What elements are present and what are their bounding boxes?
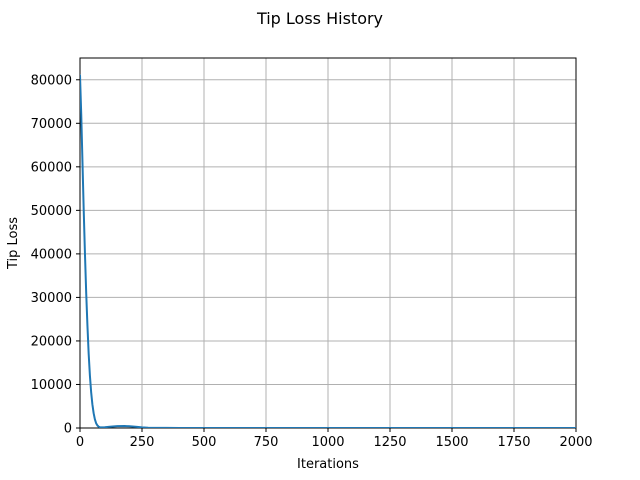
x-axis-label: Iterations xyxy=(297,457,359,472)
axis-ticks: 0 250 500 750 1000 1250 1500 1750 20000100002000… xyxy=(31,73,593,450)
y-tick-label: 10000 xyxy=(31,378,72,393)
series-line xyxy=(80,74,576,428)
y-tick-label: 50000 xyxy=(31,204,72,219)
y-tick-label: 60000 xyxy=(31,160,72,175)
x-tick-label: 1750 xyxy=(497,435,530,450)
y-tick-label: 20000 xyxy=(31,334,72,349)
y-tick-label: 40000 xyxy=(31,247,72,262)
x-tick-label: 1500 xyxy=(435,435,468,450)
y-axis-label: Tip Loss xyxy=(6,217,21,270)
x-tick-label: 750 xyxy=(254,435,279,450)
x-tick-label: 250 xyxy=(130,435,155,450)
x-tick-label: 500 xyxy=(192,435,217,450)
y-tick-label: 0 xyxy=(64,422,72,437)
x-tick-label: 1250 xyxy=(373,435,406,450)
y-tick-label: 80000 xyxy=(31,73,72,88)
x-tick-label: 0 xyxy=(76,435,84,450)
x-tick-label: 1000 xyxy=(311,435,344,450)
y-tick-label: 70000 xyxy=(31,117,72,132)
series-layer xyxy=(80,74,576,428)
chart-title: Tip Loss History xyxy=(256,9,383,28)
x-tick-label: 2000 xyxy=(559,435,592,450)
y-tick-label: 30000 xyxy=(31,291,72,306)
grid-lines xyxy=(79,58,577,429)
